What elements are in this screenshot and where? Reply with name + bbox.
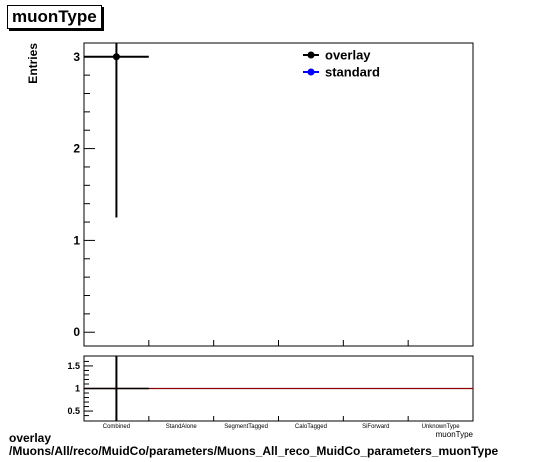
x-category-label: SiForward bbox=[362, 424, 389, 430]
y-tick-label: 3 bbox=[73, 50, 80, 64]
ratio-y-tick-label: 0.5 bbox=[67, 406, 80, 416]
x-category-label: StandAlone bbox=[166, 424, 198, 430]
ratio-y-ticks: 0.5 1 1.5 bbox=[67, 360, 93, 417]
main-data-marks bbox=[84, 43, 149, 218]
data-point-marker bbox=[112, 53, 120, 61]
ratio-data-marks bbox=[84, 356, 473, 421]
ratio-y-tick-label: 1 bbox=[75, 384, 80, 394]
main-x-ticks bbox=[148, 340, 409, 346]
footer-label: overlay bbox=[9, 431, 52, 445]
y-tick-label: 2 bbox=[73, 142, 80, 156]
main-plot-frame bbox=[83, 42, 474, 347]
x-category-label: SegmentTagged bbox=[224, 424, 268, 430]
y-tick-label: 0 bbox=[73, 325, 80, 339]
footer-path: /Muons/All/reco/MuidCo/parameters/Muons_… bbox=[9, 444, 499, 458]
x-category-label: CaloTagged bbox=[295, 424, 327, 430]
x-category-label: UnknownType bbox=[422, 424, 461, 430]
legend: overlay standard bbox=[303, 48, 380, 80]
legend-label: standard bbox=[325, 65, 380, 80]
ratio-x-ticks: Combined StandAlone SegmentTagged CaloTagge… bbox=[103, 416, 461, 430]
y-tick-label: 1 bbox=[73, 233, 80, 247]
chart-title: muonType bbox=[7, 5, 102, 29]
x-category-label: Combined bbox=[103, 424, 130, 430]
legend-label: overlay bbox=[325, 48, 371, 63]
y-axis-label: Entries bbox=[26, 43, 40, 84]
legend-marker bbox=[307, 68, 315, 76]
ratio-y-tick-label: 1.5 bbox=[67, 361, 80, 371]
legend-marker bbox=[307, 51, 315, 59]
x-axis-label: muonType bbox=[436, 430, 474, 439]
